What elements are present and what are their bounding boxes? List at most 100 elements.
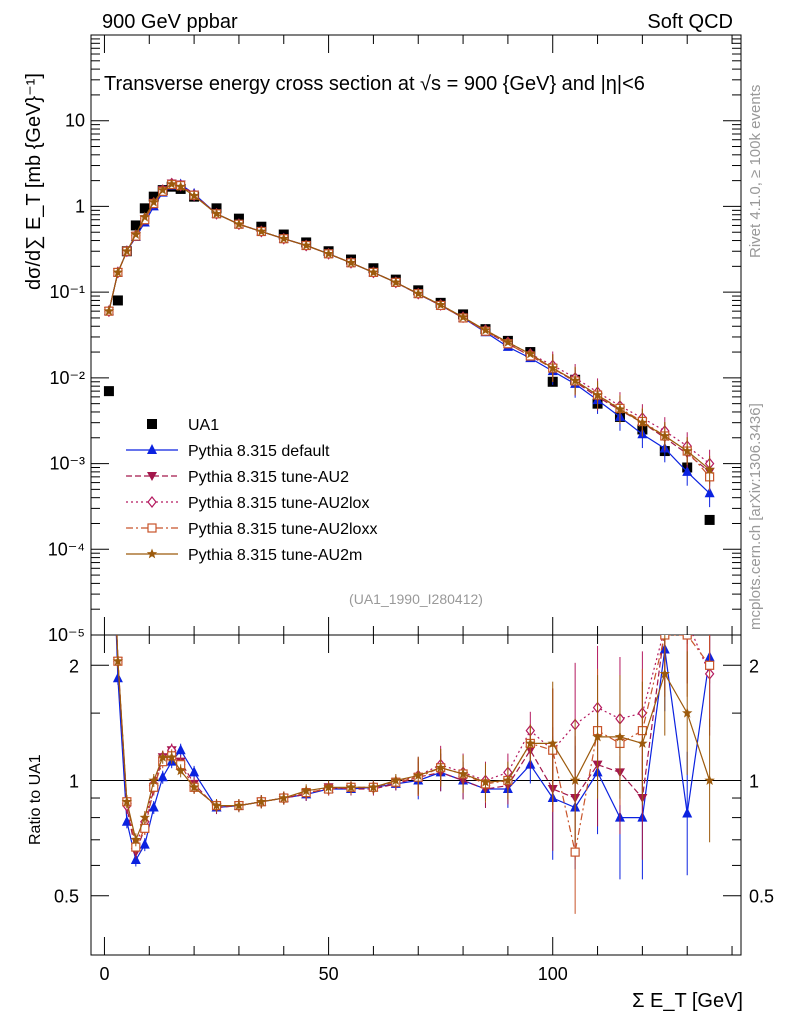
legend-label: UA1	[188, 417, 219, 434]
ratio-point	[614, 731, 626, 742]
data-point	[148, 191, 159, 202]
data-point	[502, 336, 514, 347]
y-tick-label: 10⁻⁴	[48, 539, 85, 559]
data-point	[704, 487, 715, 498]
ratio-point	[480, 776, 491, 787]
x-axis-label: Σ E_T [GeV]	[632, 990, 743, 1012]
legend-item: Pythia 8.315 tune-AU2lox	[126, 495, 369, 512]
ratio-point	[705, 660, 715, 670]
ratio-point	[682, 618, 692, 627]
ratio-y-tick-label: 2	[69, 656, 79, 676]
ratio-point	[682, 807, 693, 818]
ratio-point	[660, 624, 670, 633]
ratio-y-tick-label: 1	[69, 772, 79, 792]
legend-item: UA1	[147, 417, 219, 434]
main-plot-frame	[90, 34, 742, 636]
legend-item: Pythia 8.315 tune-AU2	[126, 469, 349, 486]
legend-label: Pythia 8.315 tune-AU2lox	[188, 495, 369, 512]
legend-label: Pythia 8.315 tune-AU2	[188, 469, 349, 486]
data-point	[233, 218, 245, 229]
ratio-point	[457, 768, 469, 779]
data-point	[103, 305, 115, 316]
ratio-point	[211, 800, 222, 810]
legend: UA1 Pythia 8.315 default Pythia 8.315 tune…	[126, 417, 377, 564]
ratio-point	[130, 853, 141, 864]
ratio-point	[502, 775, 514, 785]
ratio-point	[112, 655, 124, 666]
ratio-axis-ticks: 0 50 100 0.5 0.5 1 1 2 2	[54, 635, 774, 984]
y-tick-label: 1	[75, 196, 85, 216]
ratio-series-layer	[104, 419, 715, 914]
ratio-point	[592, 731, 603, 742]
data-point	[682, 445, 693, 456]
data-point	[103, 386, 114, 397]
ratio-point	[413, 770, 424, 780]
data-point	[368, 266, 379, 277]
ratio-y-axis-label: Ratio to UA1	[27, 754, 44, 845]
legend-item: Pythia 8.315 tune-AU2loxx	[126, 521, 377, 538]
ratio-point	[278, 792, 289, 803]
data-point	[637, 417, 648, 428]
ratio-point	[175, 765, 186, 776]
y-tick-label: 10⁻¹	[49, 282, 85, 302]
ratio-y-tick-label: 0.5	[54, 887, 79, 907]
ratio-y-tick-label-right: 0.5	[749, 887, 774, 907]
ratio-point	[637, 737, 648, 748]
ratio-point	[435, 762, 446, 773]
data-point	[704, 464, 715, 475]
data-point	[112, 266, 124, 277]
ratio-point	[323, 781, 334, 792]
analysis-tag: (UA1_1990_I280412)	[349, 591, 483, 607]
mcplots-label: mcplots.cern.ch [arXiv:1306.3436]	[747, 403, 764, 630]
ratio-point	[112, 672, 123, 683]
data-point	[480, 324, 491, 335]
data-point	[300, 240, 312, 250]
ratio-point	[188, 781, 200, 792]
ratio-point	[368, 781, 379, 792]
data-point	[175, 181, 186, 192]
ratio-point	[345, 781, 357, 792]
legend-marker	[146, 548, 158, 559]
data-point	[139, 203, 150, 214]
data-point	[256, 226, 267, 236]
ratio-y-tick-label-right: 2	[749, 656, 759, 676]
data-point	[139, 211, 150, 222]
ratio-point	[683, 617, 691, 627]
data-point	[278, 233, 289, 244]
data-point	[592, 389, 603, 400]
ratio-point	[661, 623, 669, 633]
header-right: Soft QCD	[647, 11, 733, 33]
ratio-point	[175, 744, 186, 755]
data-point	[704, 514, 715, 525]
data-point	[435, 299, 446, 310]
ratio-point	[139, 838, 150, 849]
x-tick-label: 50	[319, 964, 339, 984]
ratio-point	[130, 834, 142, 845]
rivet-label: Rivet 4.1.0, ≥ 100k events	[747, 85, 764, 258]
data-point	[157, 184, 168, 195]
data-point	[323, 248, 334, 259]
ratio-point	[148, 801, 159, 812]
ratio-point	[189, 766, 200, 777]
ratio-point	[104, 419, 114, 429]
ratio-point	[659, 668, 670, 679]
ratio-point	[104, 421, 114, 430]
ratio-point	[157, 751, 168, 762]
main-series-pythia-8-315-tune-au2	[103, 179, 715, 486]
ratio-point	[570, 847, 580, 857]
ratio-point	[121, 815, 132, 826]
legend-marker	[147, 444, 157, 454]
data-point	[148, 196, 159, 207]
data-point	[211, 208, 222, 219]
data-point	[112, 295, 123, 306]
data-point	[659, 430, 670, 441]
data-point	[130, 220, 141, 231]
ratio-point	[705, 618, 715, 627]
y-tick-label: 10	[65, 111, 85, 131]
plot-title: Transverse energy cross section at √s = …	[104, 73, 645, 95]
ratio-point	[300, 785, 312, 796]
ratio-plot-frame	[90, 634, 742, 956]
legend-label: Pythia 8.315 tune-AU2loxx	[188, 521, 377, 538]
ratio-point	[157, 771, 168, 782]
